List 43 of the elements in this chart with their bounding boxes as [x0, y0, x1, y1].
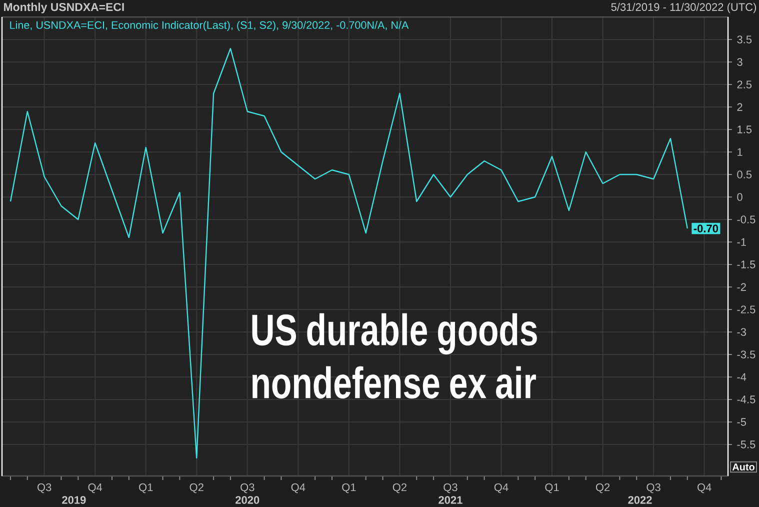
text: 2020 — [236, 496, 260, 504]
data-label: -0.70 — [694, 224, 718, 232]
y-tick-label: -5.5 — [737, 440, 756, 448]
y-tick-label: -4 — [737, 373, 746, 381]
y-tick-label: -0.5 — [737, 216, 756, 224]
y-tick-label: 0 — [737, 193, 742, 201]
text: Line, USNDXA=ECI, Economic Indicator(Last), (S1, S2), 9/30/2022, -0.700N/A, N/A — [10, 20, 409, 32]
x-tick-label: Q3 — [240, 483, 254, 494]
y-tick-label: 1 — [738, 148, 742, 156]
x-tick-label: Q1 — [139, 483, 153, 494]
text: Auto — [732, 464, 755, 470]
x-tick-label: Q4 — [88, 483, 102, 494]
y-tick-label: 3 — [737, 58, 742, 66]
y-tick-label: -3.5 — [737, 350, 756, 358]
x-tick-label: Q3 — [37, 483, 52, 494]
y-tick-label: 0.5 — [737, 170, 752, 178]
y-tick-label: -4.5 — [737, 396, 756, 404]
x-tick-label: Q2 — [392, 483, 406, 494]
x-tick-label: Q1 — [545, 483, 559, 494]
text: US durable goods nondefense ex air — [252, 313, 537, 399]
y-tick-label: -2 — [737, 283, 746, 291]
text: 2021 — [438, 496, 462, 504]
x-tick-label: Q2 — [596, 483, 610, 494]
y-tick-label: -1.5 — [737, 260, 756, 268]
y-tick-label: -1 — [737, 238, 746, 246]
y-tick-label: -5 — [737, 418, 746, 426]
text: 5/31/2019 - 11/30/2022 (UTC) — [611, 2, 756, 14]
x-tick-label: Q3 — [646, 483, 660, 494]
y-tick-label: -2.5 — [737, 306, 756, 314]
y-tick-label: 1.5 — [738, 126, 752, 134]
y-tick-label: -3 — [737, 328, 746, 336]
chart-subtitle: Monthly USNDXA=ECI — [4, 2, 124, 14]
x-tick-label: Q1 — [342, 483, 356, 494]
y-tick-label: 2 — [737, 103, 742, 111]
x-tick-label: Q4 — [291, 483, 306, 494]
text: 2022 — [628, 496, 652, 504]
y-tick-label: 2.5 — [737, 80, 752, 88]
x-tick-label: Q2 — [190, 483, 204, 494]
y-tick-label: 3.5 — [737, 36, 752, 44]
x-tick-label: Q4 — [698, 483, 712, 494]
x-tick-label: Q4 — [494, 483, 508, 494]
text: 2019 — [62, 496, 86, 504]
x-tick-label: Q3 — [444, 483, 458, 494]
